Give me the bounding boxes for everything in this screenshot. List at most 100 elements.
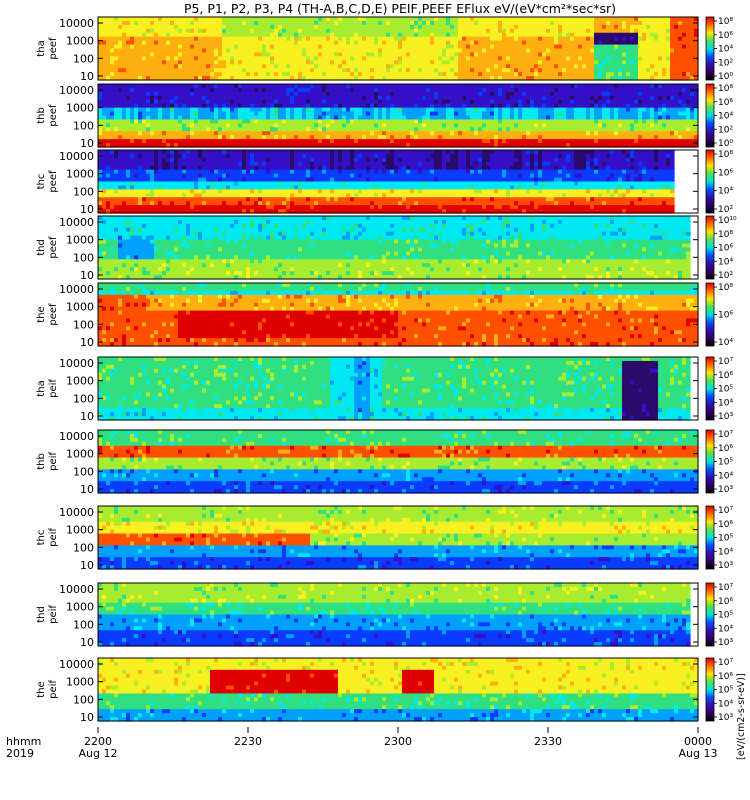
spectrogram-cell — [258, 127, 263, 132]
spectrogram-cell — [462, 104, 467, 109]
spectrogram-cell — [302, 52, 307, 57]
spectrogram-cell — [130, 127, 135, 132]
spectrogram-cell — [330, 41, 335, 46]
spectrogram-cell — [214, 25, 219, 30]
spectrogram-cell — [322, 150, 327, 155]
spectrogram-cell — [310, 72, 315, 77]
spectrogram-cell — [594, 88, 599, 93]
spectrogram-cell — [378, 119, 383, 124]
spectrogram-cell — [138, 25, 143, 30]
spectrogram-cell — [126, 56, 131, 61]
spectrogram-cell — [402, 127, 407, 132]
colorbar-tick-label: 10⁸ — [718, 17, 733, 27]
spectrogram-cell — [194, 45, 199, 50]
spectrogram-cell — [510, 52, 515, 57]
spectrogram-cell — [582, 56, 587, 61]
spectrogram-cell — [218, 72, 223, 77]
spectrogram-cell — [262, 17, 267, 22]
spectrogram-cell — [250, 135, 255, 140]
spectrogram-cell — [270, 17, 275, 22]
spectrogram-cell — [230, 123, 235, 128]
spectrogram-cell — [670, 37, 675, 42]
spectrogram-cell — [546, 29, 551, 34]
spectrogram-cell — [570, 29, 575, 34]
spectrogram-cell — [430, 92, 435, 97]
spectrogram-cell — [598, 150, 603, 155]
spectrogram-cell — [178, 21, 183, 26]
spectrogram-cell — [310, 88, 315, 93]
spectrogram-cell — [646, 45, 651, 50]
spectrogram-cell — [514, 33, 519, 38]
spectrogram-cell — [298, 52, 303, 57]
spectrogram-cell — [150, 49, 155, 54]
spectrogram-cell — [130, 56, 135, 61]
spectrogram-cell — [590, 104, 595, 109]
spectrogram-cell — [354, 139, 359, 144]
spectrogram-cell — [438, 112, 443, 117]
spectrogram-cell — [330, 116, 335, 121]
spectrogram-cell — [326, 92, 331, 97]
spectrogram-cell — [142, 25, 147, 30]
spectrogram-cell — [266, 104, 271, 109]
spectrogram-cell — [562, 123, 567, 128]
spectrogram-cell — [394, 17, 399, 22]
spectrogram-cell — [142, 92, 147, 97]
spectrogram-cell — [318, 56, 323, 61]
spectrogram-cell — [370, 41, 375, 46]
spectrogram-cell — [386, 33, 391, 38]
spectrogram-cell — [446, 25, 451, 30]
spectrogram-cell — [626, 131, 631, 136]
spectrogram-cell — [142, 17, 147, 22]
spectrogram-cell — [510, 72, 515, 77]
spectrogram-cell — [442, 100, 447, 105]
spectrogram-cell — [318, 45, 323, 50]
spectrogram-cell — [350, 84, 355, 89]
spectrogram-cell — [570, 131, 575, 136]
spectrogram-cell — [342, 112, 347, 117]
spectrogram-cell — [434, 45, 439, 50]
spectrogram-cell — [406, 139, 411, 144]
spectrogram-cell — [218, 60, 223, 65]
spectrogram-cell — [162, 127, 167, 132]
spectrogram-cell — [386, 45, 391, 50]
spectrogram-cell — [162, 64, 167, 69]
spectrogram-cell — [226, 127, 231, 132]
spectrogram-cell — [522, 116, 527, 121]
spectrogram-cell — [482, 64, 487, 69]
spectrogram-cell — [446, 37, 451, 42]
spectrogram-cell — [398, 25, 403, 30]
spectrogram-cell — [210, 135, 215, 140]
spectrogram-cell — [194, 127, 199, 132]
spectrogram-cell — [594, 119, 599, 124]
spectrogram-cell — [118, 112, 123, 117]
spectrogram-cell — [410, 123, 415, 128]
spectrogram-cell — [314, 72, 319, 77]
spectrogram-cell — [294, 150, 299, 155]
spectrogram-cell — [418, 119, 423, 124]
spectrogram-cell — [466, 112, 471, 117]
spectrogram-cell — [358, 139, 363, 144]
spectrogram-cell — [330, 29, 335, 34]
spectrogram-cell — [318, 25, 323, 30]
spectrogram-cell — [598, 72, 603, 77]
spectrogram-cell — [566, 150, 571, 155]
spectrogram-cell — [114, 104, 119, 109]
spectrogram-cell — [266, 56, 271, 61]
spectrogram-cell — [394, 135, 399, 140]
spectrogram-cell — [334, 104, 339, 109]
spectrogram-cell — [286, 56, 291, 61]
spectrogram-cell — [690, 25, 695, 30]
spectrogram-cell — [466, 92, 471, 97]
spectrogram-cell — [670, 116, 675, 121]
spectrogram-cell — [318, 135, 323, 140]
spectrogram-cell — [350, 64, 355, 69]
spectrogram-cell — [146, 52, 151, 57]
spectrogram-cell — [242, 17, 247, 22]
spectrogram-cell — [598, 84, 603, 89]
spectrogram-cell — [610, 116, 615, 121]
spectrogram-cell — [486, 68, 491, 73]
spectrogram-cell — [246, 119, 251, 124]
spectrogram-cell — [674, 139, 679, 144]
spectrogram-cell — [518, 100, 523, 105]
spectrogram-cell — [246, 112, 251, 117]
